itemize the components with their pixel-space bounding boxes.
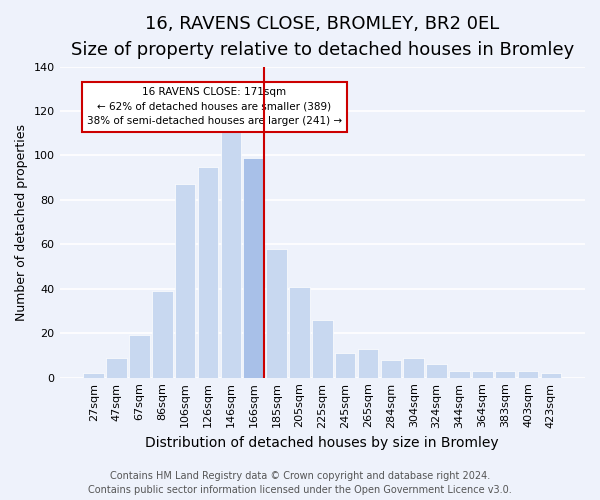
Text: 16 RAVENS CLOSE: 171sqm
← 62% of detached houses are smaller (389)
38% of semi-d: 16 RAVENS CLOSE: 171sqm ← 62% of detache… [87, 86, 342, 126]
X-axis label: Distribution of detached houses by size in Bromley: Distribution of detached houses by size … [145, 436, 499, 450]
Bar [221, 131, 241, 378]
Bar [152, 291, 173, 378]
Bar [289, 286, 310, 378]
Bar [403, 358, 424, 378]
Bar [83, 373, 104, 378]
Text: Contains HM Land Registry data © Crown copyright and database right 2024.
Contai: Contains HM Land Registry data © Crown c… [88, 471, 512, 495]
Bar [175, 184, 196, 378]
Bar [380, 360, 401, 378]
Bar [312, 320, 332, 378]
Bar [129, 336, 150, 378]
Y-axis label: Number of detached properties: Number of detached properties [15, 124, 28, 320]
Bar [541, 373, 561, 378]
Bar [266, 249, 287, 378]
Bar [518, 371, 538, 378]
Bar [198, 166, 218, 378]
Bar [335, 353, 355, 378]
Title: 16, RAVENS CLOSE, BROMLEY, BR2 0EL
Size of property relative to detached houses : 16, RAVENS CLOSE, BROMLEY, BR2 0EL Size … [71, 15, 574, 60]
Bar [449, 371, 470, 378]
Bar [472, 371, 493, 378]
Bar [106, 358, 127, 378]
Bar [358, 349, 378, 378]
Bar [426, 364, 447, 378]
Bar [495, 371, 515, 378]
Bar [244, 158, 264, 378]
